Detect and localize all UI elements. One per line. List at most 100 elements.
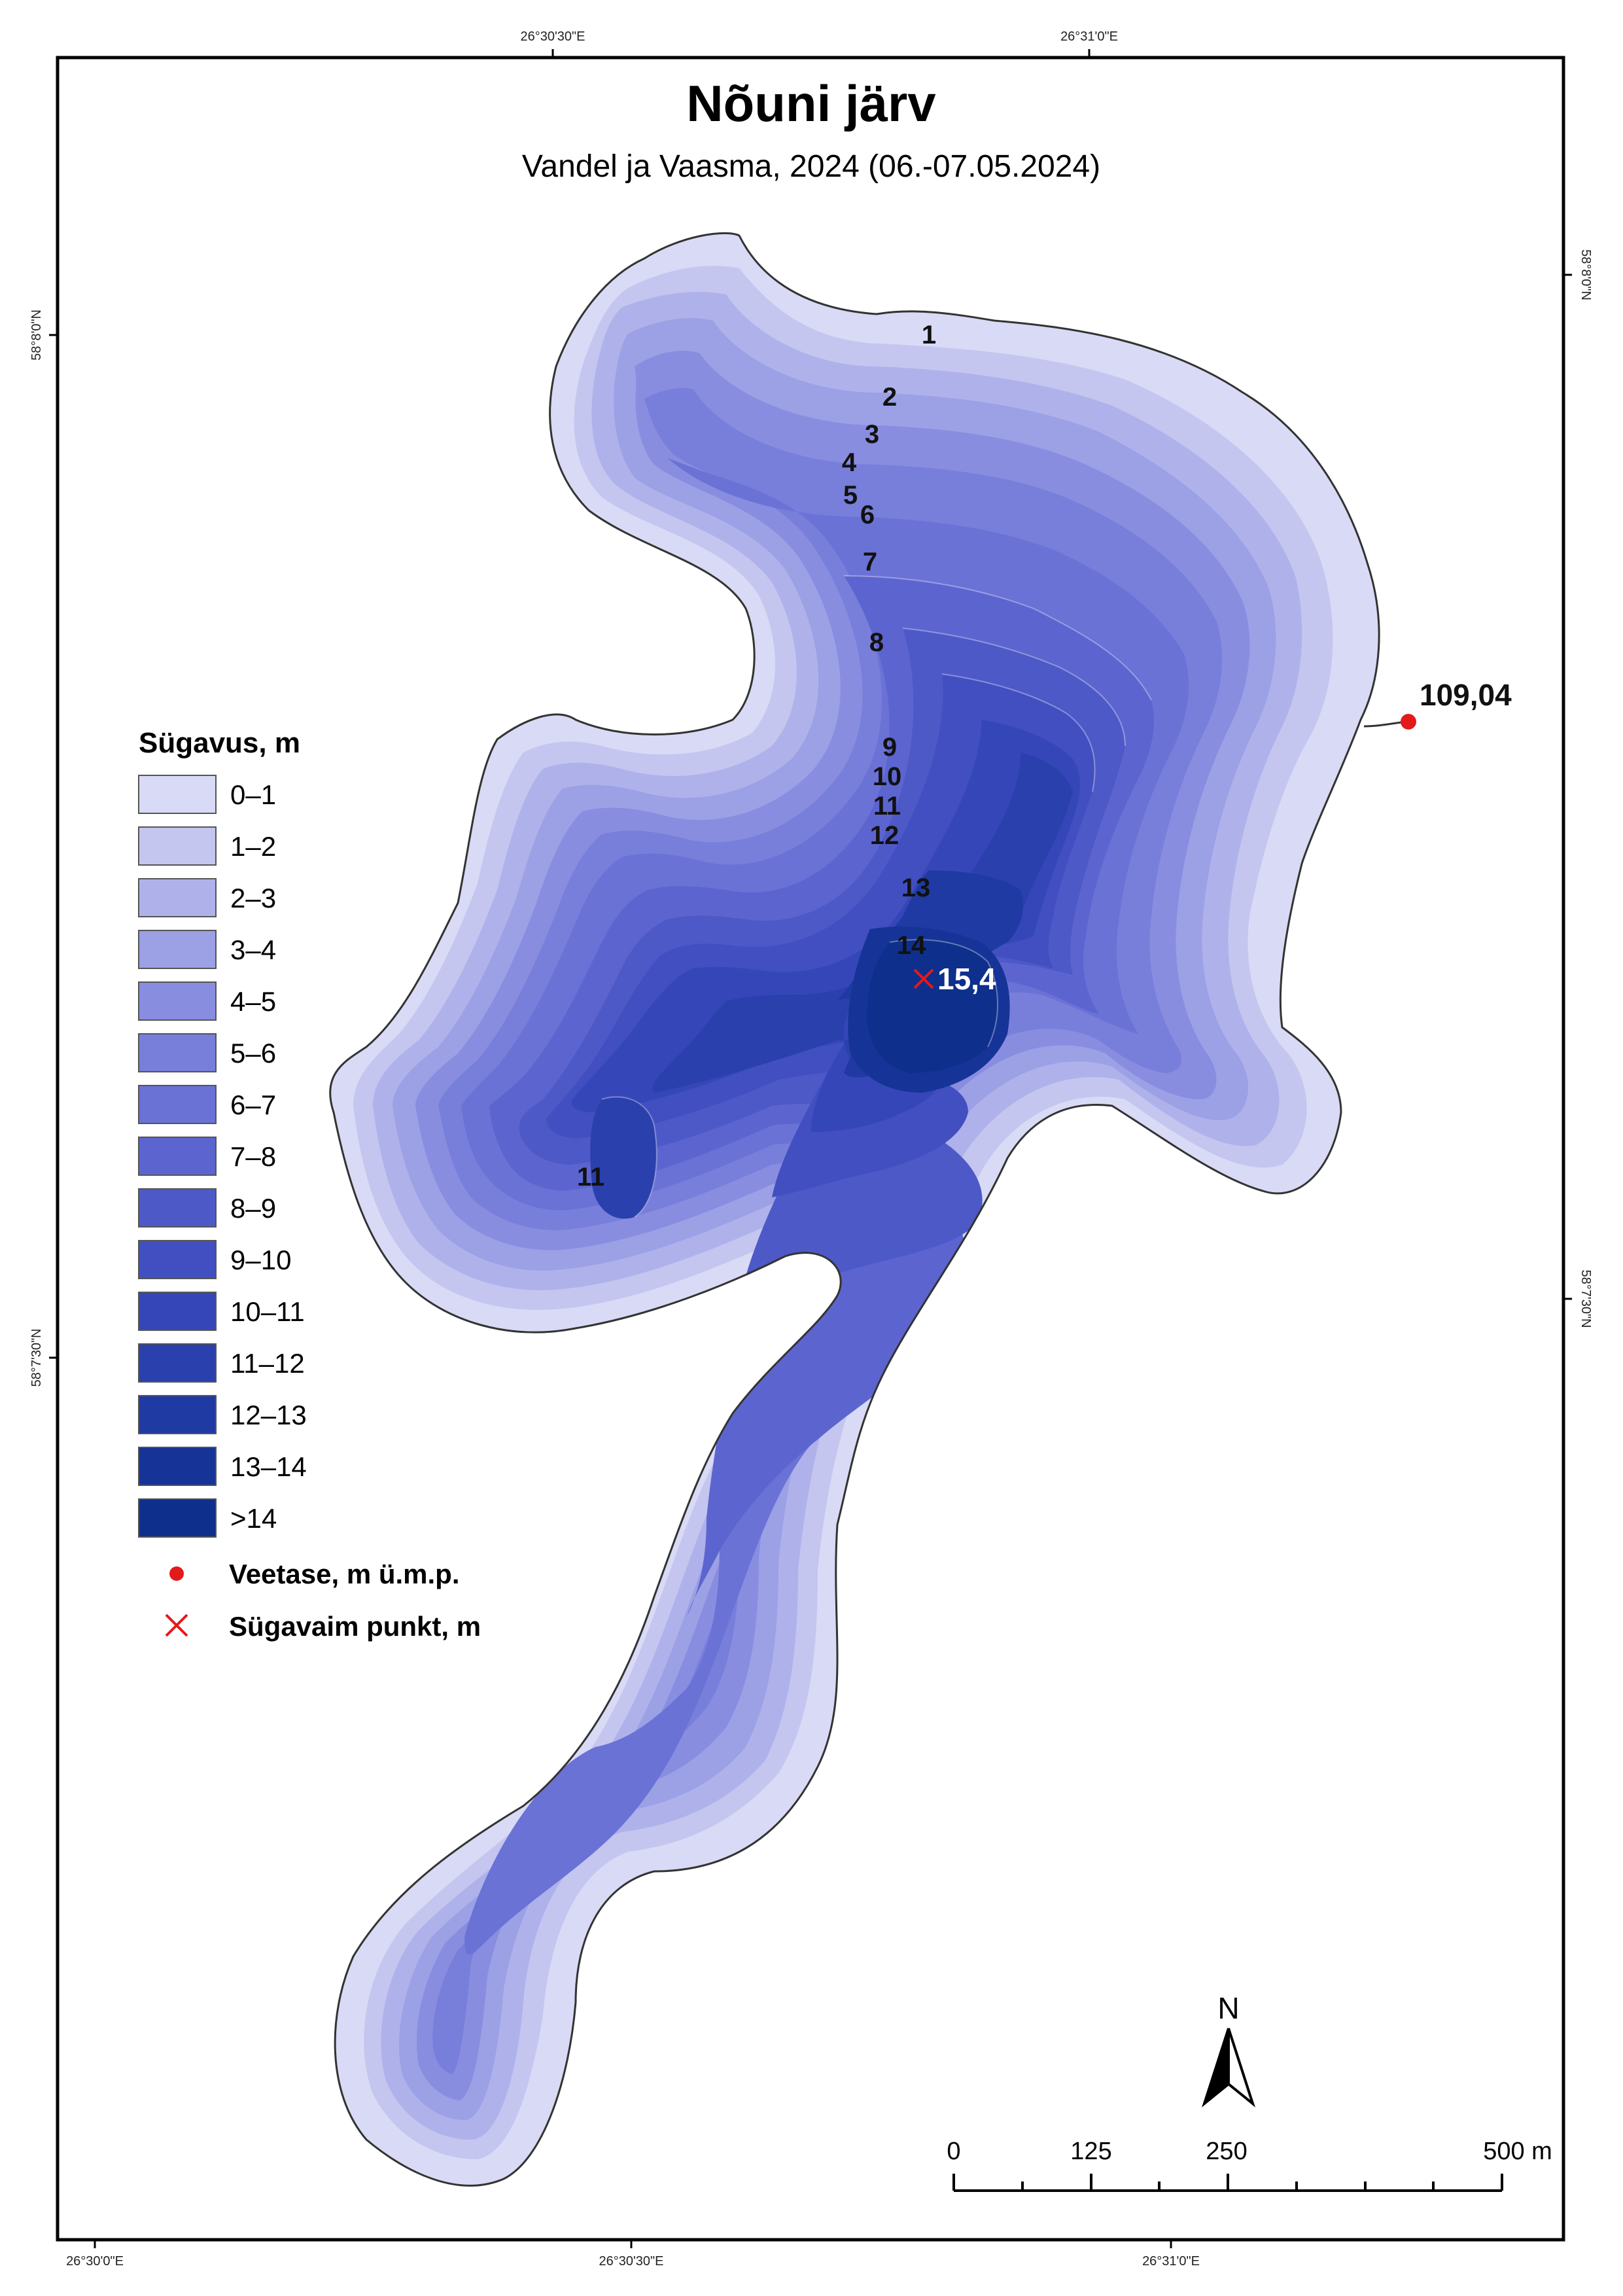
- legend-swatch: [138, 1085, 217, 1124]
- depth-11-12: [652, 752, 1073, 1093]
- legend-class-row: 11–12: [138, 1343, 305, 1383]
- contour-label: 11: [873, 792, 901, 821]
- legend-class-label: 11–12: [230, 1348, 305, 1379]
- deepest-point-value: 15,4: [937, 962, 996, 996]
- legend-swatch: [138, 1137, 217, 1176]
- coord-bottom-2: 26°30'30"E: [599, 2254, 664, 2269]
- legend-class-row: 0–1: [138, 775, 276, 814]
- scale-bar: 0 125 250 500 m: [947, 2138, 1552, 2192]
- contour-label: 6: [860, 501, 875, 529]
- legend-class-label: 2–3: [230, 883, 276, 913]
- legend: Sügavus, m 0–1 1–2 2–3 3–4 4–5 5–6 6–7 7–8 8–9 9–…: [138, 727, 481, 1642]
- red-dot-icon: [169, 1566, 184, 1581]
- legend-class-row: 1–2: [138, 826, 276, 866]
- legend-class-label: 6–7: [230, 1089, 276, 1120]
- legend-swatch: [138, 1240, 217, 1279]
- legend-symbol-deepest: Sügavaim punkt, m: [165, 1611, 481, 1642]
- depth-14-plus: [867, 940, 998, 1073]
- legend-class-row: 7–8: [138, 1137, 276, 1176]
- scale-label-250: 250: [1206, 2138, 1247, 2165]
- scale-label-500: 500 m: [1483, 2138, 1552, 2165]
- contour-label: 8: [869, 628, 884, 657]
- legend-symbol-water-level: Veetase, m ü.m.p.: [169, 1559, 460, 1589]
- contour-label: 5: [843, 481, 858, 510]
- legend-class-label: 10–11: [230, 1296, 305, 1327]
- legend-swatch: [138, 1498, 217, 1538]
- contour-lines: [601, 575, 1152, 1218]
- contour-label: 4: [842, 448, 857, 477]
- contour-label: 12: [870, 821, 899, 850]
- legend-swatch: [138, 1292, 217, 1331]
- legend-class-row: 2–3: [138, 878, 276, 917]
- water-level-point: 109,04: [1401, 678, 1512, 730]
- legend-class-row: 5–6: [138, 1033, 276, 1072]
- legend-class-label: 3–4: [230, 934, 276, 965]
- contour-label: 11: [577, 1163, 604, 1192]
- depth-10-11: [571, 720, 1080, 1132]
- contour-label: 7: [863, 548, 877, 576]
- legend-swatch: [138, 981, 217, 1021]
- graticule: [49, 49, 1572, 2248]
- legend-class-label: 1–2: [230, 831, 276, 862]
- contour-labels: 1 2 3 4 5 6 7 8 9 10 11 12 13 14 11: [577, 321, 936, 1192]
- legend-symbol-label: Sügavaim punkt, m: [229, 1611, 481, 1642]
- red-cross-icon: [165, 1614, 188, 1637]
- legend-swatch: [138, 826, 217, 866]
- legend-swatch: [138, 930, 217, 969]
- contour-label: 3: [865, 420, 879, 449]
- legend-title: Sügavus, m: [139, 727, 300, 759]
- legend-class-label: 12–13: [230, 1400, 307, 1430]
- coord-left-1: 58°8'0"N: [29, 309, 44, 361]
- outlet-stream: [1363, 720, 1407, 728]
- coord-right-2: 58°7'30"N: [1579, 1270, 1593, 1328]
- legend-class-row: 8–9: [138, 1188, 276, 1227]
- contour-label: 9: [882, 733, 897, 762]
- contour-label: 14: [897, 931, 926, 960]
- legend-class-label: 13–14: [230, 1451, 307, 1482]
- north-arrow-icon: [1227, 2028, 1255, 2108]
- map-frame: [56, 56, 1565, 2242]
- legend-classes: 0–1 1–2 2–3 3–4 4–5 5–6 6–7 7–8 8–9 9–10 10–11 11–1…: [138, 775, 307, 1538]
- deepest-point: 15,4: [913, 962, 996, 996]
- legend-symbol-label: Veetase, m ü.m.p.: [229, 1559, 460, 1589]
- legend-swatch: [138, 1033, 217, 1072]
- legend-class-row: 9–10: [138, 1240, 291, 1279]
- legend-class-row: 3–4: [138, 930, 276, 969]
- map-subtitle: Vandel ja Vaasma, 2024 (06.-07.05.2024): [522, 149, 1100, 184]
- north-arrow-label: N: [1217, 1991, 1239, 2025]
- contour-label: 2: [882, 383, 897, 412]
- depth-west-basin: [590, 1097, 657, 1219]
- coord-bottom-3: 26°31'0"E: [1142, 2254, 1200, 2269]
- scale-label-125: 125: [1070, 2138, 1111, 2165]
- legend-class-row: 6–7: [138, 1085, 276, 1124]
- scale-label-0: 0: [947, 2138, 960, 2165]
- legend-class-label: 7–8: [230, 1141, 276, 1172]
- contour-label: 10: [873, 762, 902, 791]
- legend-swatch: [138, 1188, 217, 1227]
- legend-class-label: 8–9: [230, 1193, 276, 1224]
- legend-class-row: 4–5: [138, 981, 276, 1021]
- contour-label: 13: [901, 874, 931, 902]
- legend-swatch: [138, 775, 217, 814]
- legend-swatch: [138, 878, 217, 917]
- contour-label: 1: [922, 321, 936, 349]
- north-arrow: N: [1202, 1991, 1255, 2108]
- legend-class-label: >14: [230, 1503, 277, 1534]
- legend-swatch: [138, 1343, 217, 1383]
- legend-class-label: 4–5: [230, 986, 276, 1017]
- coord-top-1: 26°30'30"E: [521, 29, 585, 44]
- legend-class-label: 0–1: [230, 779, 276, 810]
- coord-right-1: 58°8'0"N: [1579, 249, 1593, 300]
- legend-class-row: 10–11: [138, 1292, 305, 1331]
- legend-swatch: [138, 1447, 217, 1486]
- map-title: Nõuni järv: [686, 75, 936, 132]
- coord-bottom-1: 26°30'0"E: [66, 2254, 124, 2269]
- water-level-value: 109,04: [1420, 678, 1512, 712]
- legend-class-row: >14: [138, 1498, 277, 1538]
- legend-class-label: 9–10: [230, 1245, 291, 1275]
- legend-class-label: 5–6: [230, 1038, 276, 1069]
- coord-left-2: 58°7'30"N: [29, 1329, 44, 1387]
- deepest-point-cross-icon: [913, 968, 934, 989]
- legend-class-row: 13–14: [138, 1447, 307, 1486]
